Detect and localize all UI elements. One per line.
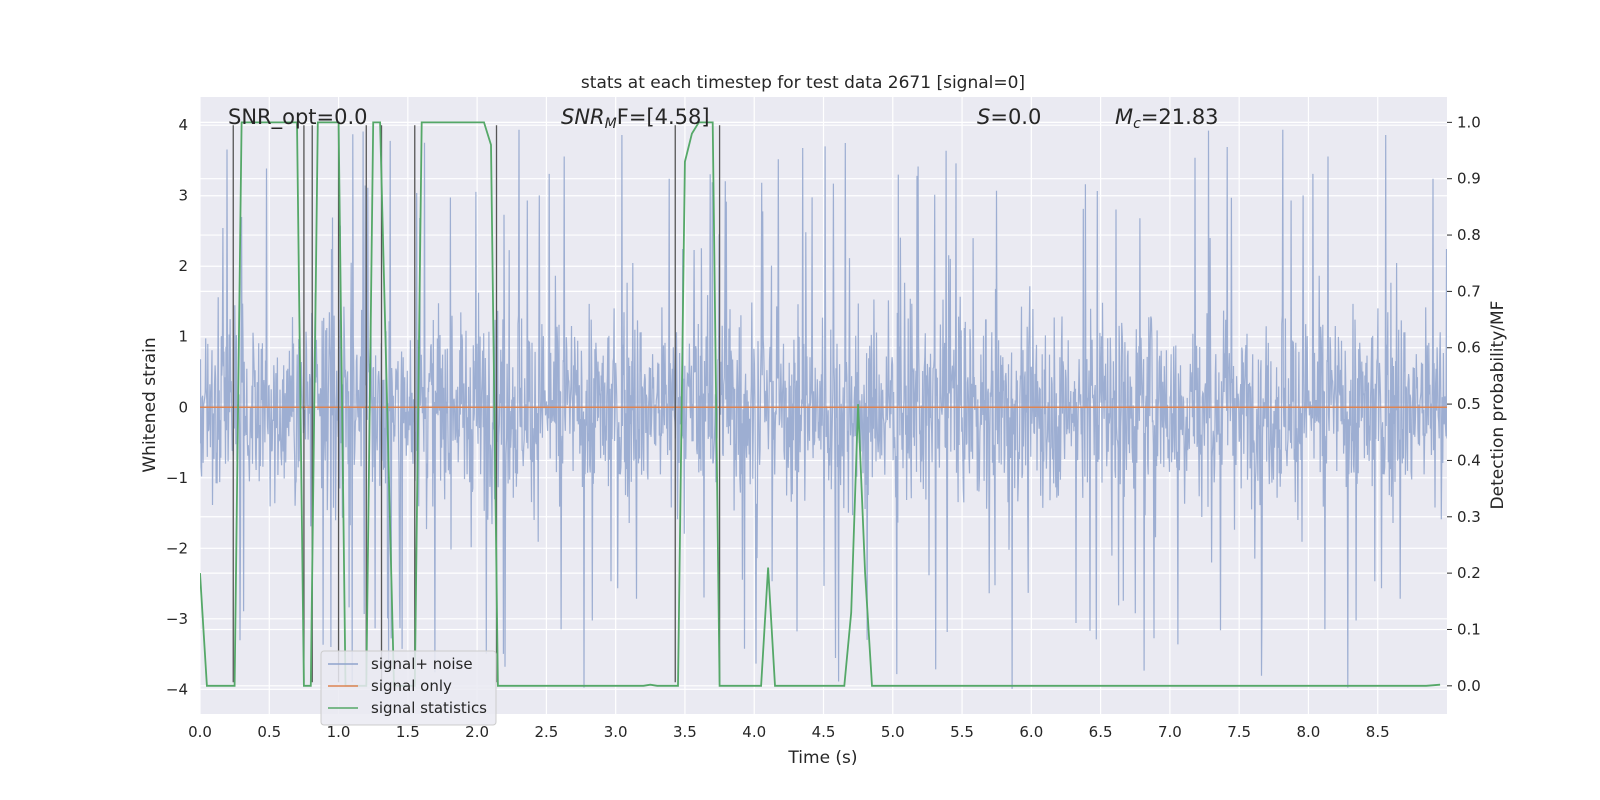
legend-label-signal-statistics: signal statistics — [371, 699, 487, 717]
y-right-tick-label: 0.8 — [1457, 226, 1481, 244]
y-left-tick-label: −2 — [166, 539, 188, 557]
annotation-s-label: S — [977, 105, 990, 129]
x-tick-label: 2.5 — [534, 723, 558, 741]
y-right-tick-label: 0.9 — [1457, 170, 1481, 188]
y-right-tick-label: 0.3 — [1457, 508, 1481, 526]
y-right-tick-label: 0.0 — [1457, 677, 1481, 695]
annotation-snr-mf-sub: M — [605, 116, 617, 132]
y-left-tick-label: 2 — [178, 257, 188, 275]
annotation-s-value: =0.0 — [990, 105, 1041, 129]
x-tick-label: 3.5 — [673, 723, 697, 741]
x-tick-label: 8.5 — [1366, 723, 1390, 741]
x-tick-label: 6.5 — [1089, 723, 1113, 741]
x-tick-label: 6.0 — [1019, 723, 1043, 741]
x-tick-label: 7.0 — [1158, 723, 1182, 741]
y-right-tick-label: 0.4 — [1457, 451, 1481, 469]
y-left-tick-label: 3 — [178, 187, 188, 205]
x-tick-label: 0.0 — [188, 723, 212, 741]
y-left-tick-label: 4 — [178, 116, 188, 134]
legend-label-signal-noise: signal+ noise — [371, 655, 473, 673]
annotation-mc-label: M — [1115, 105, 1133, 129]
line-signal-noise — [200, 129, 1447, 689]
y-right-tick-label: 0.1 — [1457, 620, 1481, 638]
x-axis-label: Time (s) — [787, 748, 857, 768]
y-right-axis-ticks: 1.0 0.9 0.8 0.7 0.6 0.5 0.4 0.3 0.2 0.1 0.0 — [1447, 113, 1481, 695]
annotation-snr-mf-suffix: F=[4.58] — [617, 105, 710, 129]
y-right-tick-label: 0.7 — [1457, 282, 1481, 300]
annotation-snr-opt: SNR_opt=0.0 — [228, 105, 368, 130]
x-tick-label: 3.0 — [604, 723, 628, 741]
line-signal-statistics — [200, 121, 1441, 687]
annotation-s: S=0.0 — [977, 105, 1041, 129]
x-axis-ticks: 0.0 0.5 1.0 1.5 2.0 2.5 3.0 3.5 4.0 4.5 5.0 5.5 6.0 6… — [188, 723, 1390, 741]
x-tick-label: 4.5 — [812, 723, 836, 741]
x-tick-label: 1.5 — [396, 723, 420, 741]
series-signal-noise — [200, 129, 1447, 689]
annotation-mc: Mc=21.83 — [1115, 105, 1219, 132]
y-left-tick-label: 0 — [178, 398, 188, 416]
x-tick-label: 8.0 — [1297, 723, 1321, 741]
y-left-tick-label: −3 — [166, 610, 188, 628]
series-signal-statistics — [200, 121, 1441, 687]
x-tick-label: 7.5 — [1227, 723, 1251, 741]
x-tick-label: 2.0 — [465, 723, 489, 741]
y-left-axis-ticks: 4 3 2 1 0 −1 −2 −3 −4 — [166, 116, 188, 698]
y-right-axis-label: Detection probability/MF — [1488, 301, 1508, 510]
y-right-tick-label: 0.6 — [1457, 339, 1481, 357]
x-tick-label: 0.5 — [257, 723, 281, 741]
x-tick-label: 4.0 — [742, 723, 766, 741]
annotation-snr-mf-prefix: SNR — [561, 105, 605, 129]
annotation-snr-mf: SNRMF=[4.58] — [561, 105, 710, 132]
y-left-tick-label: −4 — [166, 680, 188, 698]
annotation-mc-value: =21.83 — [1141, 105, 1219, 129]
legend: signal+ noise signal only signal statist… — [320, 650, 497, 726]
y-right-tick-label: 1.0 — [1457, 113, 1481, 131]
y-left-tick-label: −1 — [166, 469, 188, 487]
x-tick-label: 1.0 — [327, 723, 351, 741]
x-tick-label: 5.0 — [881, 723, 905, 741]
legend-label-signal-only: signal only — [371, 677, 452, 695]
y-right-tick-label: 0.5 — [1457, 395, 1481, 413]
y-right-tick-label: 0.2 — [1457, 564, 1481, 582]
chart-title: stats at each timestep for test data 267… — [581, 73, 1025, 93]
y-left-axis-label: Whitened strain — [140, 337, 160, 472]
x-tick-label: 5.5 — [950, 723, 974, 741]
y-left-tick-label: 1 — [178, 328, 188, 346]
annotation-mc-sub: c — [1133, 116, 1141, 132]
